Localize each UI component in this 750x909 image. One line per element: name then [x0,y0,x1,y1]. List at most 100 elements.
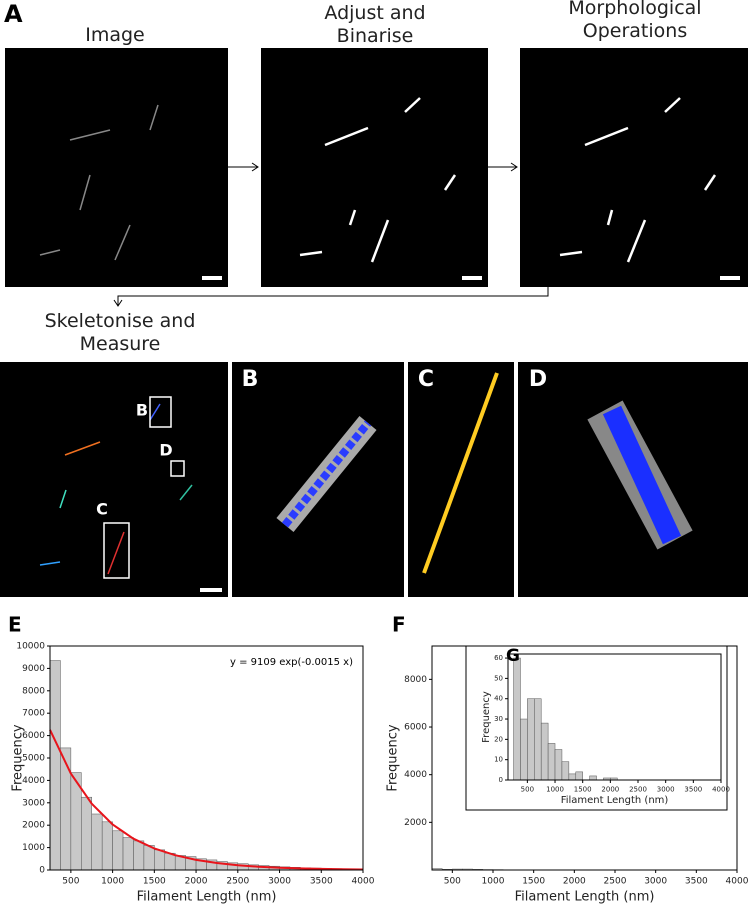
zoom-label: B [242,367,259,392]
zoom-label: D [529,367,547,392]
y-axis-label: Frequency [11,724,26,791]
inset-label: C [96,500,108,519]
step-title: Skeletonise and Measure [44,310,196,355]
y-tick-label: 10000 [16,642,45,652]
y-tick-label: 2000 [404,818,427,828]
y-tick-label: 0 [39,866,45,876]
raw-image [5,48,228,287]
x-tick-label: 2500 [604,877,627,887]
x-tick-label: 4000 [726,877,749,887]
images: B C D B C D [0,48,748,597]
bar [534,698,542,781]
bar [122,837,134,871]
x-tick-label: 1000 [101,877,124,887]
x-tick-label: 1000 [482,877,505,887]
bar [49,660,61,871]
y-axis-label: Frequency [481,691,492,743]
plot-frame [507,653,722,781]
x-tick-label: 2000 [601,785,619,793]
x-tick-label: 4000 [712,785,730,793]
morph-image [520,48,748,287]
bar [540,722,549,781]
x-tick-label: 500 [444,877,461,887]
fit-equation: y = 9109 exp(-0.0015 x) [230,657,353,668]
scale-bar [202,276,222,280]
y-tick-label: 8000 [22,686,45,696]
inset-box [170,460,185,477]
bar [575,771,583,781]
y-tick-label: 8000 [404,675,427,685]
zoom-c [408,362,514,597]
panel-label: G [506,646,520,666]
zoom-label: C [418,367,434,392]
x-tick-label: 3000 [657,785,675,793]
x-tick-label: 2000 [563,877,586,887]
scale-bar [720,276,740,280]
y-tick-label: 4000 [22,776,45,786]
y-tick-label: 20 [494,735,503,743]
bar [60,747,72,871]
skeleton-image [0,362,228,597]
panel-label: F [392,613,406,637]
x-tick-label: 1500 [143,877,166,887]
y-tick-label: 7000 [22,709,45,719]
y-tick-label: 0 [499,776,503,784]
bar [133,840,145,871]
y-tick-label: 9000 [22,664,45,674]
step-title: Adjust and Binarise [324,2,426,47]
binary-filaments [299,97,457,263]
bar [91,813,103,871]
charts: 0100020003000400050006000700080009000100… [8,613,749,905]
x-axis-label: Filament Length (nm) [137,890,277,905]
skeleton [422,372,499,574]
x-tick-label: 2500 [629,785,647,793]
binary-image [261,48,488,287]
bar [589,775,597,781]
bar [568,773,577,781]
panel-label: A [4,0,23,28]
bar [143,845,155,871]
x-tick-label: 1500 [574,785,592,793]
x-tick-label: 500 [521,785,534,793]
x-tick-label: 3500 [310,877,333,887]
x-tick-label: 4000 [352,877,375,887]
y-tick-label: 4000 [404,770,427,780]
inset-label: B [136,401,148,420]
bar [513,657,521,781]
bar [154,849,166,871]
morph-filaments [559,97,717,263]
inset-background [465,645,728,811]
bar [81,796,92,871]
y-tick-label: 3000 [22,798,45,808]
scale-bar [462,276,482,280]
x-tick-label: 3000 [644,877,667,887]
y-tick-label: 50 [494,674,503,682]
fit-curve [49,729,364,871]
y-tick-label: 6000 [404,723,427,733]
y-tick-label: 30 [494,715,503,723]
arrows [113,162,549,307]
y-tick-label: 6000 [22,731,45,741]
skeleton [602,405,682,545]
x-tick-label: 3500 [684,785,702,793]
bar [101,821,113,871]
bar [561,761,570,781]
x-tick-label: 500 [62,877,79,887]
panel-label: E [8,613,22,637]
scale-bar [200,588,222,592]
x-tick-label: 3500 [685,877,708,887]
inset-box [149,396,172,428]
bar [554,749,563,781]
y-tick-label: 40 [494,695,503,703]
x-tick-label: 1000 [546,785,564,793]
x-tick-label: 3000 [268,877,291,887]
step-title: Image [85,24,145,46]
y-tick-label: 60 [494,654,503,662]
x-tick-label: 2500 [226,877,249,887]
y-axis-label: Frequency [386,724,401,791]
raw-filaments [39,104,159,261]
inset-label: D [159,441,172,460]
x-tick-label: 1500 [522,877,545,887]
